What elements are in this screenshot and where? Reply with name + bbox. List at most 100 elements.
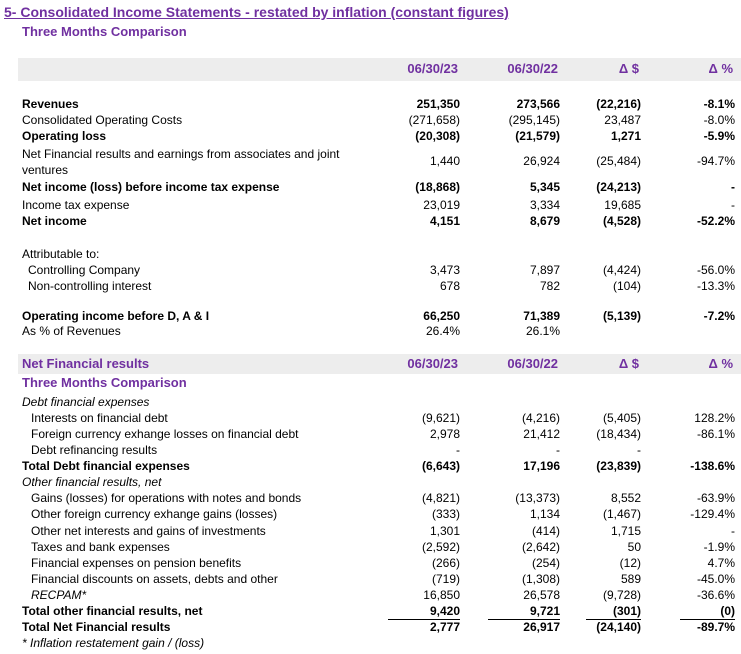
rule	[388, 619, 460, 620]
cell: (9,621)	[421, 411, 460, 425]
cell: (5,139)	[602, 309, 641, 323]
cell: -1.9%	[703, 540, 735, 554]
cell: (4,821)	[421, 491, 460, 505]
cell: (4,528)	[602, 214, 641, 228]
header-band	[18, 58, 741, 81]
cell: 26,917	[523, 620, 560, 634]
cell: 50	[627, 540, 641, 554]
cell: -36.6%	[696, 588, 735, 602]
cell: (0)	[720, 604, 735, 618]
cell: 23,487	[604, 113, 641, 127]
cell: 26.1%	[525, 324, 560, 338]
cell: (266)	[431, 556, 460, 570]
row-label: Net Financial results and earnings from …	[22, 147, 340, 177]
cell: 26,578	[523, 588, 560, 602]
cell: -	[731, 198, 735, 212]
cell: 1,715	[610, 524, 641, 538]
cell: 5,345	[529, 180, 560, 194]
column-header: 06/30/22	[507, 61, 558, 76]
row-label: Interests on financial debt	[31, 411, 168, 425]
cell: -63.9%	[696, 491, 735, 505]
cell: -7.2%	[703, 309, 735, 323]
cell: (4,216)	[521, 411, 560, 425]
cell: 9,721	[529, 604, 560, 618]
cell: (24,213)	[596, 180, 641, 194]
cell: 16,850	[423, 588, 460, 602]
column-header: 06/30/23	[407, 356, 458, 371]
row-label: Total other financial results, net	[22, 604, 203, 618]
cell: 19,685	[604, 198, 641, 212]
column-header: Δ $	[618, 61, 639, 76]
cell: (23,839)	[596, 459, 641, 473]
row-label: Financial discounts on assets, debts and…	[31, 572, 278, 586]
cell: (414)	[531, 524, 560, 538]
cell: -5.9%	[703, 129, 735, 143]
cell: (25,484)	[596, 154, 641, 168]
cell: 66,250	[423, 309, 460, 323]
subtitle: Three Months Comparison	[22, 24, 187, 39]
cell: 2,777	[429, 620, 460, 634]
cell: (13,373)	[515, 491, 560, 505]
cell: -94.7%	[696, 154, 735, 168]
cell: (2,642)	[521, 540, 560, 554]
column-header: Δ %	[708, 61, 733, 76]
cell: 7,897	[529, 263, 560, 277]
column-header: Δ $	[618, 356, 639, 371]
cell: -45.0%	[696, 572, 735, 586]
cell: 273,566	[516, 97, 560, 111]
cell: (22,216)	[596, 97, 641, 111]
row-label: Gains (losses) for operations with notes…	[31, 491, 302, 505]
cell: -129.4%	[690, 507, 735, 521]
column-header: 06/30/23	[407, 61, 458, 76]
section-title: Net Financial results	[22, 356, 150, 371]
cell: (6,643)	[421, 459, 460, 473]
cell: 2,978	[429, 427, 460, 441]
cell: (1,308)	[521, 572, 560, 586]
row-label: Operating loss	[22, 129, 107, 143]
row-label: Debt refinancing results	[31, 443, 158, 457]
cell: 26.4%	[425, 324, 460, 338]
cell: 3,334	[529, 198, 560, 212]
cell: 1,271	[610, 129, 641, 143]
cell: 26,924	[523, 154, 560, 168]
row-label: As % of Revenues	[22, 324, 121, 338]
cell: 1,134	[529, 507, 560, 521]
cell: (20,308)	[415, 129, 460, 143]
row-label: Consolidated Operating Costs	[22, 113, 183, 127]
title: 5- Consolidated Income Statements - rest…	[4, 4, 509, 20]
row-label: Financial expenses on pension benefits	[31, 556, 242, 570]
cell: (254)	[531, 556, 560, 570]
cell: -138.6%	[690, 459, 735, 473]
row-label: Other net interests and gains of investm…	[31, 524, 266, 538]
cell: -	[637, 443, 641, 457]
cell: (18,868)	[415, 180, 460, 194]
cell: 17,196	[523, 459, 560, 473]
cell: 71,389	[523, 309, 560, 323]
cell: -86.1%	[696, 427, 735, 441]
cell: 782	[539, 279, 560, 293]
header-band	[18, 354, 741, 374]
cell: 9,420	[429, 604, 460, 618]
row-label: Net income	[22, 214, 87, 228]
cell: 3,473	[429, 263, 460, 277]
cell: (21,579)	[515, 129, 560, 143]
row-label: Debt financial expenses	[22, 395, 150, 409]
cell: 589	[620, 572, 641, 586]
cell: -	[456, 443, 460, 457]
row-label: Operating income before D, A & I	[22, 309, 210, 323]
row-label: Non-controlling interest	[28, 279, 152, 293]
cell: -	[731, 524, 735, 538]
row-label: Total Net Financial results	[22, 620, 171, 634]
cell: (719)	[431, 572, 460, 586]
cell: (333)	[431, 507, 460, 521]
cell: -	[556, 443, 560, 457]
cell: 8,552	[610, 491, 641, 505]
cell: -	[731, 180, 735, 194]
column-header: 06/30/22	[507, 356, 558, 371]
cell: 4,151	[429, 214, 460, 228]
cell: (1,467)	[602, 507, 641, 521]
cell: (4,424)	[602, 263, 641, 277]
cell: 128.2%	[694, 411, 735, 425]
rule	[488, 619, 560, 620]
